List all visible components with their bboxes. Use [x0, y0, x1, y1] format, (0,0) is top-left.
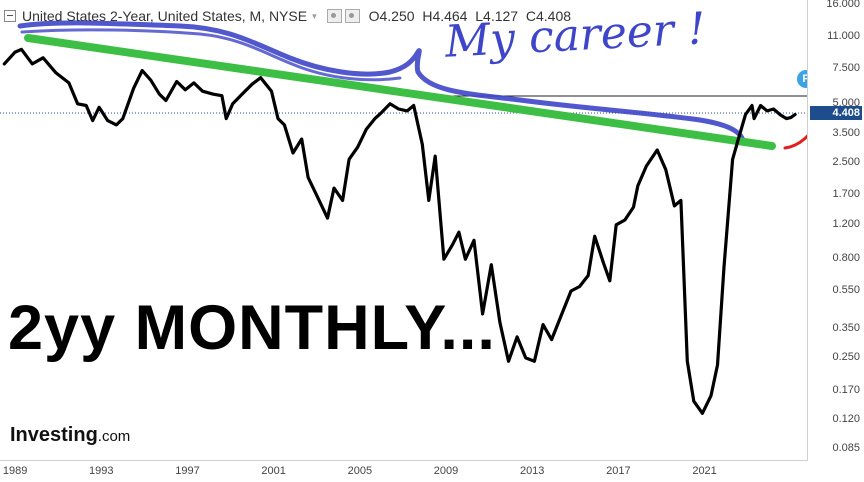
y-tick-label: 7.500: [832, 62, 860, 75]
settings-icon[interactable]: [344, 9, 360, 23]
price-axis[interactable]: 16.000 11.000 7.500 5.000 3.500 2.500 1.700 1.2…: [807, 0, 864, 460]
chevron-down-icon[interactable]: ▾: [312, 10, 317, 21]
y-tick-label: 3.500: [832, 127, 860, 140]
y-tick-label: 0.800: [832, 252, 860, 265]
collapse-icon[interactable]: [4, 10, 16, 22]
y-tick-label: 0.085: [832, 442, 860, 455]
y-tick-label: 1.200: [832, 217, 860, 230]
y-tick-label: 5.000: [832, 96, 860, 109]
y-tick-label: 1.700: [832, 188, 860, 201]
y-tick-label: 11.000: [827, 29, 860, 42]
investing-logo: Investing.com: [10, 424, 130, 447]
x-tick-label: 1993: [89, 465, 114, 477]
x-tick-label: 1997: [175, 465, 200, 477]
price-series-line: [2, 47, 797, 415]
current-price-tag: 4.408: [810, 106, 862, 120]
y-tick-label: 16.000: [826, 0, 860, 11]
close-value: C4.408: [525, 8, 572, 24]
y-tick-label: 0.120: [832, 413, 860, 426]
open-value: O4.250: [368, 8, 415, 24]
x-tick-label: 2009: [433, 465, 459, 477]
y-tick-label: 0.170: [832, 383, 860, 396]
low-value: L4.127: [475, 8, 519, 24]
y-tick-label: 0.250: [832, 350, 860, 363]
career-annotation-stroke: [17, 20, 745, 141]
y-tick-label: 0.350: [832, 322, 860, 335]
y-tick-label: 2.500: [832, 155, 860, 168]
x-tick-label: 2013: [519, 465, 545, 477]
x-tick-label: 1989: [2, 465, 28, 477]
x-tick-label: 2017: [606, 465, 631, 477]
career-annotation-stroke-2: [20, 28, 402, 82]
x-tick-label: 2001: [261, 465, 286, 477]
chart-header: United States 2-Year, United States, M, …: [4, 6, 581, 26]
x-tick-label: 2021: [692, 465, 717, 477]
logo-name: Investing: [10, 424, 98, 446]
symbol-title: United States 2-Year, United States, M, …: [22, 8, 308, 24]
visibility-icon[interactable]: [326, 9, 342, 23]
downtrend-line: [24, 34, 776, 150]
x-tick-label: 2005: [347, 465, 373, 477]
time-axis[interactable]: 1989 1993 1997 2001 2005 2009 2013 2017 2021: [0, 460, 808, 482]
overlay-title: 2yy MONTHLY...: [8, 293, 496, 363]
high-value: H4.464: [422, 8, 468, 24]
y-tick-label: 0.550: [832, 284, 860, 296]
logo-suffix: .com: [97, 428, 131, 445]
ohlc-values: O4.250 H4.464 L4.127 C4.408: [369, 8, 571, 24]
